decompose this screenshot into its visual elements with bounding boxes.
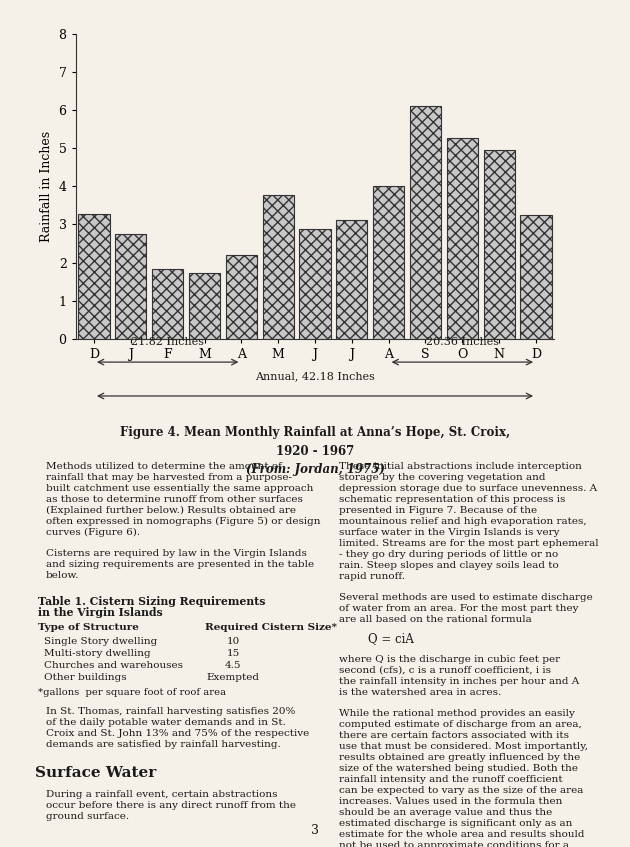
Text: curves (Figure 6).: curves (Figure 6).	[46, 528, 140, 537]
Text: rainfall that may be harvested from a purpose-: rainfall that may be harvested from a pu…	[46, 473, 292, 482]
Text: rain. Steep slopes and clayey soils lead to: rain. Steep slopes and clayey soils lead…	[339, 561, 559, 570]
Text: can be expected to vary as the size of the area: can be expected to vary as the size of t…	[339, 786, 583, 795]
Bar	[78, 213, 110, 339]
Text: is the watershed area in acres.: is the watershed area in acres.	[339, 688, 501, 696]
Text: as those to determine runoff from other surfaces: as those to determine runoff from other …	[46, 495, 303, 504]
Text: rainfall intensity and the runoff coefficient: rainfall intensity and the runoff coeffi…	[339, 775, 563, 784]
Bar	[410, 106, 441, 339]
Text: results obtained are greatly influenced by the: results obtained are greatly influenced …	[339, 753, 580, 762]
Text: surface water in the Virgin Islands is very: surface water in the Virgin Islands is v…	[339, 528, 559, 537]
Bar	[263, 196, 294, 339]
Text: occur before there is any direct runoff from the: occur before there is any direct runoff …	[46, 801, 296, 810]
Text: built catchment use essentially the same approach: built catchment use essentially the same…	[46, 484, 313, 493]
Text: schematic representation of this process is: schematic representation of this process…	[339, 495, 565, 504]
Text: Annual, 42.18 Inches: Annual, 42.18 Inches	[255, 371, 375, 381]
Text: ground surface.: ground surface.	[46, 812, 129, 821]
Text: During a rainfall event, certain abstractions: During a rainfall event, certain abstrac…	[46, 790, 277, 799]
Text: 4.5: 4.5	[225, 661, 241, 670]
Bar	[373, 186, 404, 339]
Text: estimated discharge is significant only as an: estimated discharge is significant only …	[339, 819, 572, 828]
Text: 21.82 Inches: 21.82 Inches	[131, 337, 204, 347]
Text: Other buildings: Other buildings	[44, 673, 127, 682]
Text: In St. Thomas, rainfall harvesting satisfies 20%: In St. Thomas, rainfall harvesting satis…	[46, 706, 295, 716]
Bar	[520, 215, 552, 339]
Text: Required Cistern Size*: Required Cistern Size*	[205, 623, 337, 632]
Text: not be used to approximate conditions for a: not be used to approximate conditions fo…	[339, 841, 569, 847]
Text: Cisterns are required by law in the Virgin Islands: Cisterns are required by law in the Virg…	[46, 550, 307, 558]
Bar	[226, 255, 257, 339]
Text: rapid runoff.: rapid runoff.	[339, 572, 405, 581]
Text: second (cfs), c is a runoff coefficient, i is: second (cfs), c is a runoff coefficient,…	[339, 666, 551, 674]
Text: While the rational method provides an easily: While the rational method provides an ea…	[339, 709, 575, 718]
Text: 15: 15	[226, 649, 240, 658]
Bar	[299, 229, 331, 339]
Text: 1920 - 1967: 1920 - 1967	[276, 445, 354, 457]
Text: mountainous relief and high evaporation rates,: mountainous relief and high evaporation …	[339, 517, 587, 526]
Text: size of the watershed being studied. Both the: size of the watershed being studied. Bot…	[339, 764, 578, 773]
Text: storage by the covering vegetation and: storage by the covering vegetation and	[339, 473, 546, 482]
Text: Exempted: Exempted	[207, 673, 260, 682]
Text: Multi-story dwelling: Multi-story dwelling	[44, 649, 151, 658]
Text: 20.36 Inches: 20.36 Inches	[426, 337, 499, 347]
Text: - they go dry during periods of little or no: - they go dry during periods of little o…	[339, 550, 558, 559]
Text: 10: 10	[226, 637, 240, 646]
Bar	[336, 220, 367, 339]
Text: where Q is the discharge in cubic feet per: where Q is the discharge in cubic feet p…	[339, 655, 560, 663]
Text: (From: Jordan, 1975): (From: Jordan, 1975)	[246, 463, 384, 476]
Text: below.: below.	[46, 572, 79, 580]
Text: the rainfall intensity in inches per hour and A: the rainfall intensity in inches per hou…	[339, 677, 579, 685]
Text: of the daily potable water demands and in St.: of the daily potable water demands and i…	[46, 717, 286, 727]
Bar	[152, 269, 183, 339]
Text: demands are satisfied by rainfall harvesting.: demands are satisfied by rainfall harves…	[46, 739, 281, 749]
Text: limited. Streams are for the most part ephemeral: limited. Streams are for the most part e…	[339, 539, 598, 548]
Text: Q = ciA: Q = ciA	[368, 633, 413, 645]
Text: computed estimate of discharge from an area,: computed estimate of discharge from an a…	[339, 720, 581, 729]
Text: 3: 3	[311, 824, 319, 837]
Text: Type of Structure: Type of Structure	[38, 623, 139, 632]
Text: Churches and warehouses: Churches and warehouses	[44, 661, 183, 670]
Text: *gallons  per square foot of roof area: *gallons per square foot of roof area	[38, 688, 226, 697]
Text: (Explained further below.) Results obtained are: (Explained further below.) Results obtai…	[46, 506, 296, 515]
Bar	[447, 137, 478, 339]
Text: Several methods are used to estimate discharge: Several methods are used to estimate dis…	[339, 594, 593, 602]
Text: use that must be considered. Most importantly,: use that must be considered. Most import…	[339, 742, 588, 751]
Bar	[483, 150, 515, 339]
Text: depression storage due to surface unevenness. A: depression storage due to surface uneven…	[339, 484, 597, 493]
Text: there are certain factors associated with its: there are certain factors associated wit…	[339, 731, 569, 740]
Text: Table 1. Cistern Sizing Requirements: Table 1. Cistern Sizing Requirements	[38, 595, 265, 606]
Text: should be an average value and thus the: should be an average value and thus the	[339, 808, 552, 817]
Text: Single Story dwelling: Single Story dwelling	[44, 637, 158, 646]
Text: often expressed in nomographs (Figure 5) or design: often expressed in nomographs (Figure 5)…	[46, 517, 321, 526]
Text: Croix and St. John 13% and 75% of the respective: Croix and St. John 13% and 75% of the re…	[46, 728, 309, 738]
Text: Methods utilized to determine the amount of: Methods utilized to determine the amount…	[46, 462, 282, 471]
Bar	[115, 234, 147, 339]
Text: increases. Values used in the formula then: increases. Values used in the formula th…	[339, 797, 563, 806]
Bar	[189, 274, 220, 339]
Text: and sizing requirements are presented in the table: and sizing requirements are presented in…	[46, 561, 314, 569]
Text: of water from an area. For the most part they: of water from an area. For the most part…	[339, 605, 578, 613]
Y-axis label: Rainfall in Inches: Rainfall in Inches	[40, 130, 53, 242]
Text: in the Virgin Islands: in the Virgin Islands	[38, 607, 163, 618]
Text: estimate for the whole area and results should: estimate for the whole area and results …	[339, 830, 585, 839]
Text: Surface Water: Surface Water	[35, 766, 156, 780]
Text: These initial abstractions include interception: These initial abstractions include inter…	[339, 462, 582, 471]
Text: Figure 4. Mean Monthly Rainfall at Anna’s Hope, St. Croix,: Figure 4. Mean Monthly Rainfall at Anna’…	[120, 426, 510, 439]
Text: presented in Figure 7. Because of the: presented in Figure 7. Because of the	[339, 506, 537, 515]
Text: are all based on the rational formula: are all based on the rational formula	[339, 616, 532, 624]
